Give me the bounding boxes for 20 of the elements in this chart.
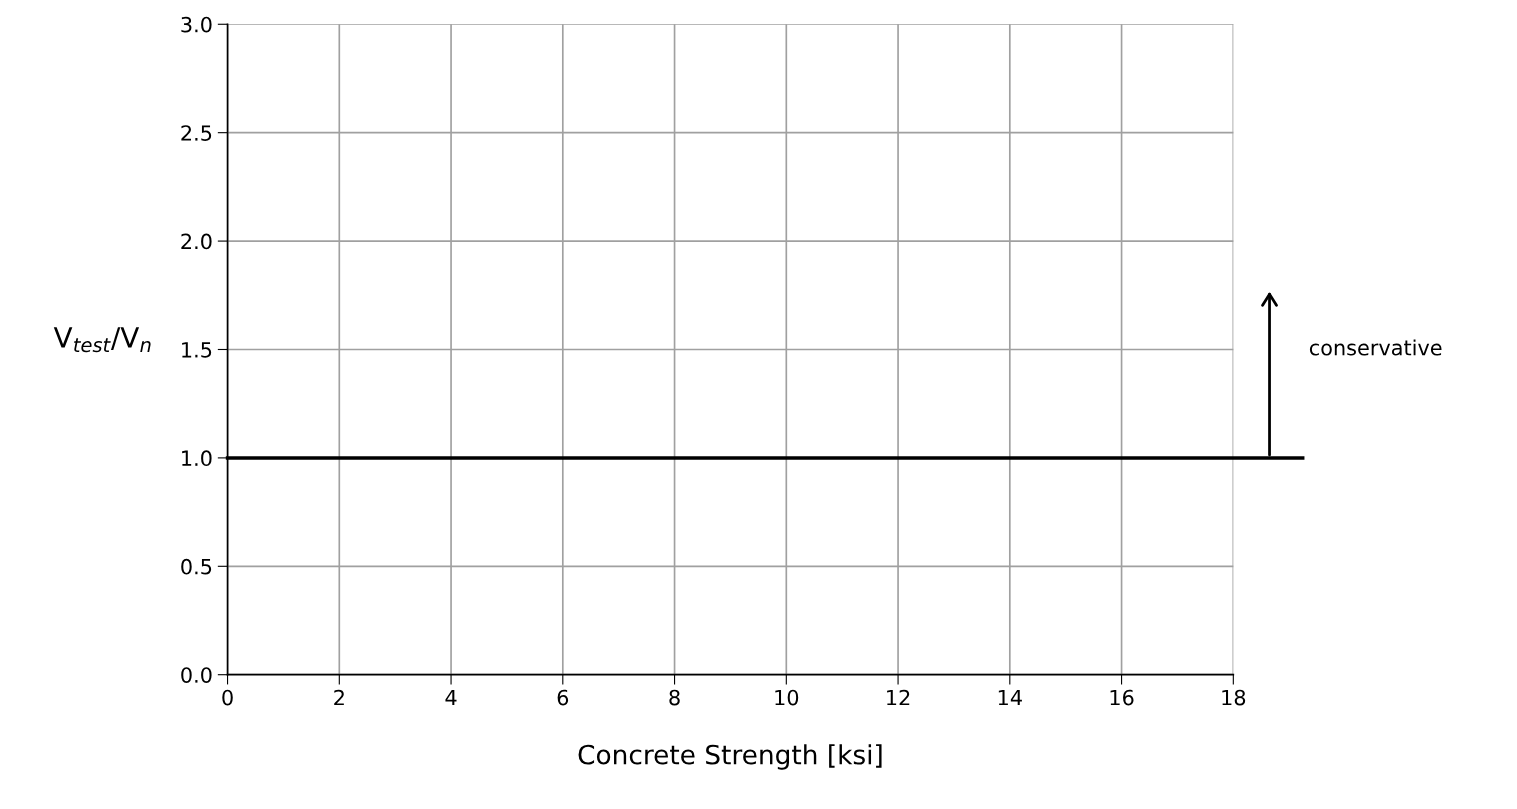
y-tick-label: 2.5	[181, 125, 212, 141]
x-tick-label: 2	[334, 689, 344, 706]
x-tick-label: 0	[222, 689, 233, 706]
y-tick-label: 1.5	[182, 342, 212, 358]
x-tick-label: 4	[445, 689, 457, 706]
x-tick-label: 8	[669, 689, 680, 706]
x-tick-label: 16	[1110, 689, 1134, 706]
x-tick-label: 18	[1222, 689, 1246, 706]
x-tick-label: 12	[887, 689, 910, 706]
y-tick-label: 2.0	[181, 233, 212, 250]
y-tick-label: 0.5	[181, 558, 212, 575]
y-tick-label: 3.0	[181, 16, 212, 33]
x-axis-title: Concrete Strength [ksi]	[578, 744, 882, 770]
text: conservative	[1309, 339, 1442, 356]
y-axis-title: V$_{test}$/V$_{n}$	[53, 327, 151, 353]
x-tick-label: 14	[998, 689, 1022, 706]
y-tick-label: 0.0	[181, 667, 212, 683]
x-tick-label: 6	[557, 689, 569, 706]
y-tick-label: 1.0	[182, 450, 212, 467]
x-tick-label: 10	[775, 689, 799, 706]
